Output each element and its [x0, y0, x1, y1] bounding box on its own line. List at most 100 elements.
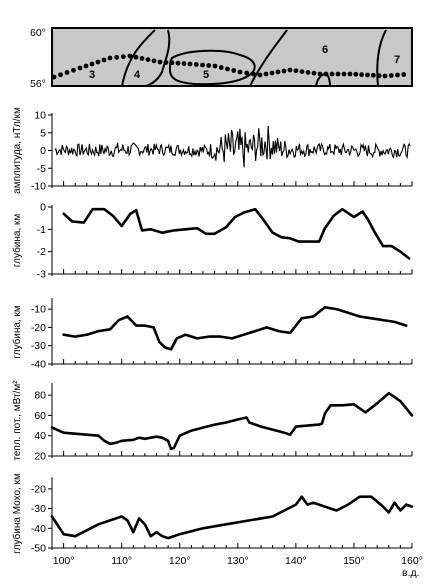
profile-dot [101, 57, 107, 63]
series-line [50, 495, 414, 540]
y-tick-label: 20 [34, 451, 46, 463]
profile-dot [225, 66, 230, 72]
map-background [51, 27, 413, 87]
profile-dot [114, 54, 120, 60]
series-line [62, 305, 408, 351]
lat-label-56: 56° [30, 78, 46, 90]
series-line [62, 207, 411, 260]
profile-dot [231, 68, 237, 73]
zone-boundary [121, 29, 156, 87]
profile-dot [287, 67, 293, 73]
y-axis-label: глубина, км [11, 305, 23, 359]
profile-dot [237, 69, 243, 75]
profile-dot [250, 71, 256, 77]
zone-boundary [168, 49, 256, 86]
y-tick-label: -30 [31, 503, 46, 515]
x-tick-label: 140° [285, 555, 307, 567]
y-tick-label: -2 [37, 246, 46, 258]
chart-panel-3: -10 -20 -30 -40 глубина, км [11, 298, 413, 371]
profile-dot [187, 61, 193, 67]
profile-dot [401, 72, 407, 77]
zone-label-7: 7 [394, 54, 400, 66]
profile-dot [305, 70, 311, 75]
profile-dot [133, 54, 139, 60]
profile-dotted-line [51, 53, 407, 80]
profile-dot [163, 60, 169, 65]
profile-dot [335, 71, 341, 77]
profile-dot [388, 73, 394, 78]
profile-dot [58, 72, 63, 78]
profile-dot [169, 60, 175, 66]
profile-dot [193, 62, 199, 67]
y-tick-label: -40 [31, 359, 46, 371]
x-tick-label: 100° [53, 555, 75, 567]
profile-dot [323, 71, 329, 77]
profile-dot [299, 69, 305, 74]
y-tick-label: -50 [31, 543, 46, 555]
x-axis: 100° 110° 120° 130° 140° 150° 160° [53, 555, 423, 567]
profile-dot [83, 63, 89, 69]
y-axis-label: глубина, км [11, 214, 23, 268]
zone-label-6: 6 [322, 44, 328, 56]
profile-dot [139, 56, 145, 61]
profile-dot [281, 68, 287, 74]
profile-dot [269, 70, 275, 76]
chart-panels: 10 5 0 -5 -10 амплитуда, нТл/км 0 -1 -2 -3 глубина… [11, 107, 414, 555]
zone-boundary [376, 29, 387, 87]
profile-dot [341, 71, 347, 77]
y-tick-label: 5 [40, 127, 46, 139]
profile-dot [382, 73, 388, 79]
profile-dot [317, 71, 323, 77]
y-tick-label: 10 [34, 110, 46, 122]
profile-dot [347, 71, 353, 77]
y-tick-label: -5 [37, 163, 46, 175]
profile-dot [77, 65, 83, 71]
profile-dot [127, 53, 133, 59]
profile-dot [151, 58, 157, 64]
x-tick-label: 160° [401, 555, 423, 567]
y-tick-label: -40 [31, 523, 46, 535]
y-tick-label: -1 [37, 224, 46, 236]
profile-dot [120, 54, 126, 60]
profile-dot [329, 71, 335, 77]
y-tick-label: -10 [31, 181, 46, 193]
profile-dot [157, 59, 163, 65]
map-panel: 60° 56° 3 4 5 6 7 [30, 27, 413, 90]
profile-dot [89, 61, 95, 67]
profile-dot [218, 65, 224, 70]
profile-dot [359, 72, 365, 78]
x-axis-unit-label: в.д. [402, 567, 420, 579]
profile-dot [353, 71, 359, 77]
profile-dot [365, 72, 370, 78]
y-tick-label: -20 [31, 322, 46, 334]
y-tick-label: 0 [40, 145, 46, 157]
profile-dot [64, 70, 70, 75]
y-tick-label: -10 [31, 304, 46, 316]
zone-label-3: 3 [89, 69, 95, 81]
x-tick-label: 110° [111, 555, 132, 567]
profile-dot [200, 62, 205, 68]
profile-dot [376, 73, 382, 79]
y-axis-label: амплитуда, нТл/км [12, 107, 23, 194]
y-tick-label: 40 [34, 430, 46, 442]
profile-dot [107, 55, 113, 61]
lat-label-60: 60° [30, 27, 46, 39]
y-axis-label: тепл. пот., мВт/м² [12, 380, 23, 461]
profile-dot [244, 70, 250, 76]
profile-dot [311, 70, 317, 76]
y-tick-label: 60 [34, 410, 46, 422]
profile-dot [206, 63, 212, 68]
profile-dot [293, 68, 299, 74]
profile-dot [51, 74, 57, 80]
zone-label-4: 4 [134, 69, 141, 81]
chart-panel-2: 0 -1 -2 -3 глубина, км [11, 202, 413, 281]
zone-boundary [249, 29, 288, 87]
y-tick-label: 0 [40, 202, 46, 214]
zone-boundary [145, 29, 171, 87]
profile-dot [181, 61, 187, 66]
x-tick-label: 150° [343, 555, 365, 567]
y-tick-label: 80 [34, 390, 46, 402]
profile-dot [257, 72, 263, 78]
profile-dot [395, 72, 400, 78]
x-tick-label: 120° [169, 555, 191, 567]
